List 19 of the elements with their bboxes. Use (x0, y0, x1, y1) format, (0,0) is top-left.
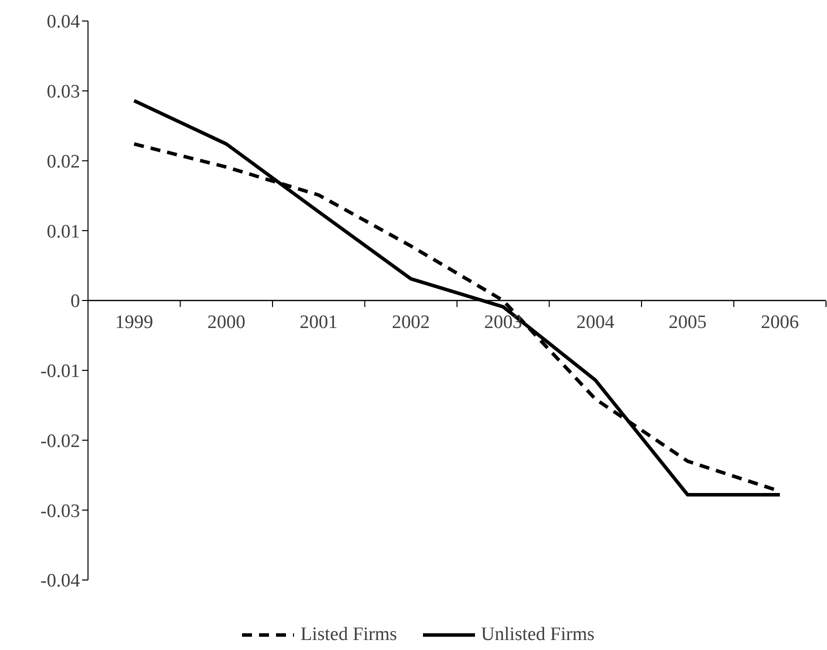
x-tick-label: 2004 (576, 312, 615, 333)
x-tick-label: 1999 (115, 312, 154, 333)
y-tick-label: 0.02 (46, 151, 80, 172)
legend-label: Listed Firms (300, 624, 398, 646)
y-tick-label: 0.03 (46, 82, 80, 103)
y-tick-label: -0.02 (40, 430, 80, 452)
y-tick-label: 0.04 (46, 12, 80, 33)
x-tick-label: 2000 (207, 312, 246, 333)
x-tick-label: 2003 (484, 312, 522, 333)
x-tick-label: 2006 (760, 312, 799, 333)
x-tick-label: 2002 (392, 312, 430, 333)
x-tick-label: 2005 (668, 312, 707, 333)
x-tick-label: 2001 (300, 312, 338, 333)
y-tick-label: 0.01 (46, 221, 80, 242)
legend-label: Unlisted Firms (481, 624, 595, 646)
y-tick-label: -0.03 (40, 500, 80, 522)
y-tick-label: 0 (70, 291, 80, 312)
y-tick-label: -0.04 (40, 570, 80, 592)
y-tick-label: -0.01 (40, 361, 80, 382)
